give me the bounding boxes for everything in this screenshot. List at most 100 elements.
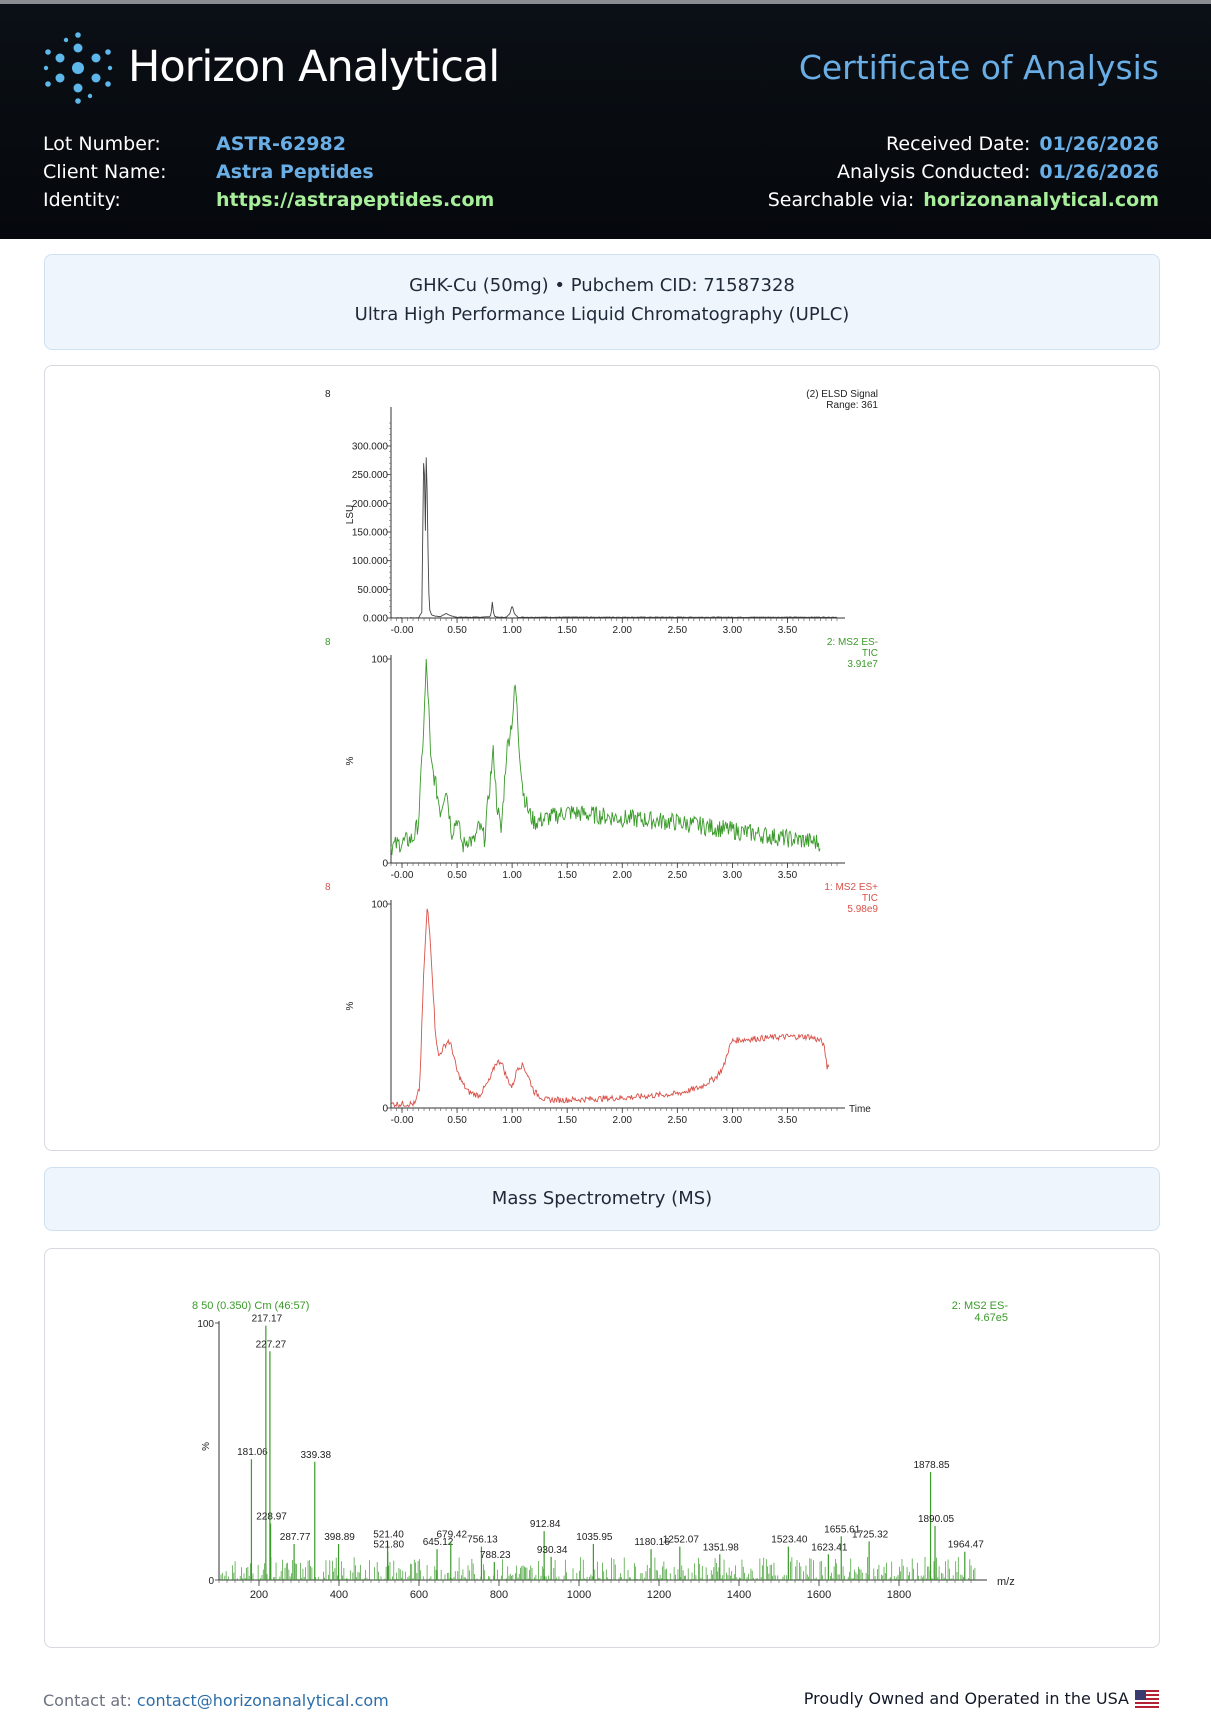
y-tick-label: 150.000	[352, 527, 389, 538]
y-axis-label: %	[345, 1001, 356, 1010]
x-tick-label: 1.00	[502, 870, 522, 881]
chromatogram-2: -0.00 0.50 1.00 1.50 2.00 2.50 3.00 3.50 0 100% 8 2…	[325, 637, 878, 881]
x-tick-label: 0.50	[447, 1115, 467, 1126]
ms-x-tick-label: 1600	[807, 1589, 831, 1601]
x-tick-label: 1.00	[502, 1115, 522, 1126]
ms-peak-label: 227.27	[256, 1339, 287, 1350]
analysis-date-label: Analysis Conducted:	[836, 161, 1031, 183]
trace-annotation: TIC	[862, 648, 878, 659]
ms-peak-label: 1725.32	[852, 1529, 889, 1540]
x-tick-label: 2.00	[613, 625, 633, 636]
lot-number-label: Lot Number:	[43, 133, 161, 155]
searchable-link[interactable]: horizonanalytical.com	[923, 189, 1159, 211]
ms-annotation: 2: MS2 ES-	[952, 1300, 1009, 1312]
ms-section-title: Mass Spectrometry (MS)	[491, 1188, 713, 1209]
ms-x-tick-label: 600	[410, 1589, 428, 1601]
received-date-value: 01/26/2026	[1039, 133, 1159, 155]
report-header: Horizon Analytical Certificate of Analys…	[0, 4, 1211, 239]
ms-peak-label: 1180.16	[634, 1537, 670, 1548]
trace-annotation: TIC	[862, 893, 878, 904]
mass-spectrum: 200 400 600 800 1000 1200 1400 1600 1800 0 100% m/z…	[192, 1300, 1015, 1601]
x-tick-label: 3.00	[723, 625, 743, 636]
ms-peak-label: 679.42	[436, 1529, 467, 1540]
x-tick-label: 3.00	[723, 870, 743, 881]
x-tick-label: 0.50	[447, 625, 467, 636]
sample-name: GHK-Cu (50mg) • Pubchem CID: 71587328	[409, 275, 795, 296]
ms-peak-label: 912.84	[530, 1519, 561, 1530]
identity-row: Identity: https://astrapeptides.com	[43, 186, 494, 214]
searchable-label: Searchable via:	[767, 189, 915, 211]
trace-annotation: 2: MS2 ES-	[827, 637, 878, 648]
x-tick-label: 3.00	[723, 1115, 743, 1126]
ms-x-tick-label: 1200	[647, 1589, 671, 1601]
ms-chart-panel: 200 400 600 800 1000 1200 1400 1600 1800 0 100% m/z…	[44, 1248, 1160, 1648]
identity-link[interactable]: https://astrapeptides.com	[216, 189, 495, 211]
panel-id: 8	[325, 882, 331, 893]
y-tick-label: 300.000	[352, 441, 389, 452]
x-tick-label: 1.50	[557, 870, 577, 881]
ms-section-box: Mass Spectrometry (MS)	[44, 1167, 1160, 1231]
client-name-value: Astra Peptides	[216, 161, 374, 183]
analysis-date-row: Analysis Conducted: 01/26/2026	[768, 158, 1159, 186]
tagline-text: Proudly Owned and Operated in the USA	[803, 1689, 1129, 1708]
ms-x-tick-label: 1000	[567, 1589, 591, 1601]
chromatogram-3: -0.00 0.50 1.00 1.50 2.00 2.50 3.00 3.50 0 100% 8 1…	[325, 882, 878, 1126]
trace-annotation: 5.98e9	[847, 904, 878, 915]
trace-line	[390, 908, 830, 1108]
ms-peak-label: 521.40	[373, 1529, 404, 1540]
x-tick-label: 2.00	[613, 870, 633, 881]
x-tick-label: -0.00	[391, 625, 414, 636]
ms-peak-label: 1523.40	[771, 1535, 808, 1546]
ms-peak-label: 521.80	[373, 1540, 404, 1551]
uplc-chart-panel: -0.00 0.50 1.00 1.50 2.00 2.50 3.00 3.50 0.000 50…	[44, 365, 1160, 1151]
method-name: Ultra High Performance Liquid Chromatogr…	[354, 304, 850, 325]
brand-name: Horizon Analytical	[128, 42, 500, 92]
ms-peak-label: 788.23	[480, 1550, 511, 1561]
searchable-row: Searchable via: horizonanalytical.com	[768, 186, 1159, 214]
trace-annotation: (2) ELSD Signal	[806, 389, 878, 400]
ms-peak-label: 228.97	[256, 1511, 287, 1522]
y-tick-label: 200.000	[352, 499, 389, 510]
ms-peak-label: 1035.95	[576, 1532, 613, 1543]
x-tick-label: -0.00	[391, 1115, 414, 1126]
contact-email-link[interactable]: contact@horizonanalytical.com	[136, 1691, 389, 1710]
received-date-label: Received Date:	[886, 133, 1031, 155]
trace-annotation: 1: MS2 ES+	[824, 882, 878, 893]
x-tick-label: 1.50	[557, 1115, 577, 1126]
x-tick-label: -0.00	[391, 870, 414, 881]
analysis-date-value: 01/26/2026	[1039, 161, 1159, 183]
y-tick-label: 100	[371, 900, 388, 911]
ms-x-tick-label: 800	[490, 1589, 508, 1601]
footer-tagline: Proudly Owned and Operated in the USA	[804, 1689, 1159, 1708]
ms-y-tick-label: 0	[208, 1576, 214, 1587]
y-tick-label: 250.000	[352, 470, 389, 481]
ms-x-tick-label: 1400	[727, 1589, 751, 1601]
x-tick-label: 3.50	[778, 870, 798, 881]
x-tick-label: 2.50	[668, 1115, 688, 1126]
client-name-label: Client Name:	[43, 161, 167, 183]
ms-peak-label: 181.06	[237, 1447, 268, 1458]
y-tick-label: 100	[371, 655, 388, 666]
ms-peak-label: 217.17	[252, 1314, 283, 1325]
trace-annotation: Range: 361	[826, 400, 878, 411]
y-tick-label: 50.000	[357, 585, 388, 596]
ms-title: 8 50 (0.350) Cm (46:57)	[192, 1300, 309, 1312]
contact-prefix: Contact at:	[43, 1691, 137, 1710]
ms-peak-label: 1351.98	[703, 1542, 740, 1553]
ms-peak-label: 645.12	[423, 1537, 454, 1548]
trace-annotation: 3.91e7	[847, 659, 878, 670]
sample-info-box: GHK-Cu (50mg) • Pubchem CID: 71587328 Ul…	[44, 254, 1160, 350]
y-axis-label: LSU	[345, 505, 356, 524]
lot-number-value: ASTR-62982	[216, 133, 346, 155]
ms-y-tick-label: 100	[197, 1319, 214, 1330]
meta-right: Received Date: 01/26/2026 Analysis Conduc…	[768, 130, 1159, 214]
identity-label: Identity:	[43, 189, 121, 211]
molecule-logo-icon	[43, 32, 113, 104]
y-tick-label: 0.000	[363, 614, 388, 625]
document-title: Certificate of Analysis	[798, 48, 1159, 87]
y-tick-label: 100.000	[352, 556, 389, 567]
ms-peak-label: 1655.61	[824, 1524, 861, 1535]
ms-peak-label: 1252.07	[663, 1535, 700, 1546]
y-tick-label: 0	[382, 859, 388, 870]
ms-plot: 200 400 600 800 1000 1200 1400 1600 1800 0 100% m/z…	[192, 1300, 1015, 1601]
